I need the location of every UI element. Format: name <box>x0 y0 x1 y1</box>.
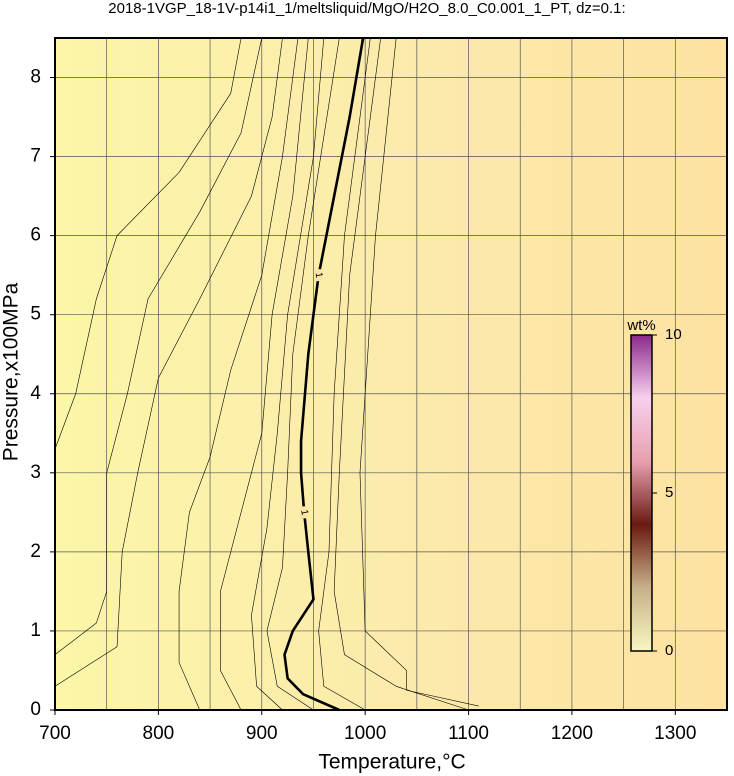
y-tick-label: 0 <box>30 699 41 720</box>
contour-line <box>251 37 325 711</box>
contour-line <box>54 37 263 655</box>
x-tick-label: 1100 <box>448 723 489 744</box>
x-tick-label: 900 <box>246 723 278 744</box>
y-tick-label: 3 <box>30 462 41 483</box>
colorbar <box>630 334 653 652</box>
contour-line <box>333 37 469 711</box>
x-tick-label: 1300 <box>654 723 696 744</box>
y-tick-label: 8 <box>30 67 41 88</box>
y-tick-label: 1 <box>30 620 41 641</box>
x-tick-label: 1200 <box>551 723 593 744</box>
contour-label-bg <box>314 269 323 282</box>
x-tick-label: 700 <box>39 723 71 744</box>
x-axis-label: Temperature,°C <box>318 751 465 774</box>
colorbar-tick-label: 10 <box>665 326 682 343</box>
y-tick-label: 5 <box>30 304 41 325</box>
x-tick-label: 1000 <box>344 723 386 744</box>
x-tick-label: 800 <box>143 723 175 744</box>
colorbar-label: wt% <box>626 317 655 334</box>
contour-label: 1 <box>313 272 325 280</box>
plot-background <box>55 38 727 710</box>
contour-line <box>220 37 309 711</box>
contour-line <box>178 37 299 711</box>
y-tick-label: 7 <box>30 146 41 167</box>
contour-label-bg <box>300 506 309 519</box>
y-tick-label: 6 <box>30 225 41 246</box>
plot-frame <box>54 37 728 711</box>
contour-line <box>54 37 242 450</box>
contour-line <box>359 37 479 707</box>
colorbar-tick-label: 5 <box>665 484 673 501</box>
y-axis-label: Pressure,x100MPa <box>0 282 23 461</box>
colorbar-tick-label: 0 <box>665 642 673 659</box>
chart-title: 2018-1VGP_18-1V-p14i1_1/meltsliquid/MgO/… <box>108 0 625 17</box>
contour-line <box>266 37 340 711</box>
contour-line <box>318 37 371 711</box>
y-tick-label: 2 <box>30 541 41 562</box>
y-tick-label: 4 <box>30 383 41 404</box>
contour-label: 1 <box>298 509 310 517</box>
contour-line <box>54 37 283 687</box>
